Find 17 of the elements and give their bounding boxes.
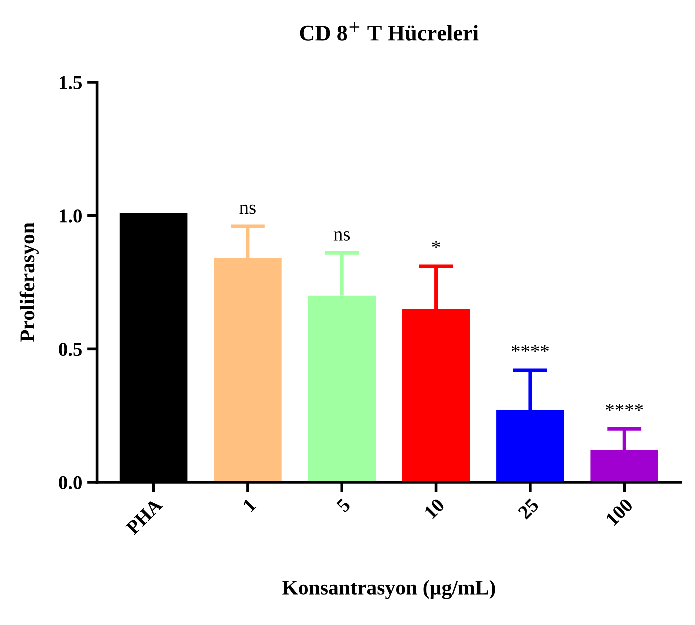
x-tick-label: 5 [336, 498, 352, 514]
annotation: **** [606, 404, 644, 412]
annotation: **** [512, 345, 549, 352]
chart-title: CD 8$^{+}$ T Hücreleri [300, 22, 479, 41]
y-tick-label: 1.5 [60, 76, 82, 90]
annotation: ns [240, 204, 256, 214]
x-tick-label: 25 [518, 498, 540, 520]
x-tick-label: 1 [242, 498, 257, 512]
x-tick-label: 100 [605, 498, 634, 526]
annotation: ns [334, 232, 350, 241]
y-tick-label: 0.0 [59, 476, 82, 490]
annotation: * [432, 241, 440, 248]
x-axis-title: Konsantrasyon (µg/mL) [282, 580, 496, 600]
y-tick-label: 0.5 [59, 342, 82, 356]
y-axis-title: Proliferasyon [20, 222, 39, 342]
x-tick-label: 10 [424, 498, 446, 520]
y-tick-label: 1.0 [60, 210, 82, 223]
